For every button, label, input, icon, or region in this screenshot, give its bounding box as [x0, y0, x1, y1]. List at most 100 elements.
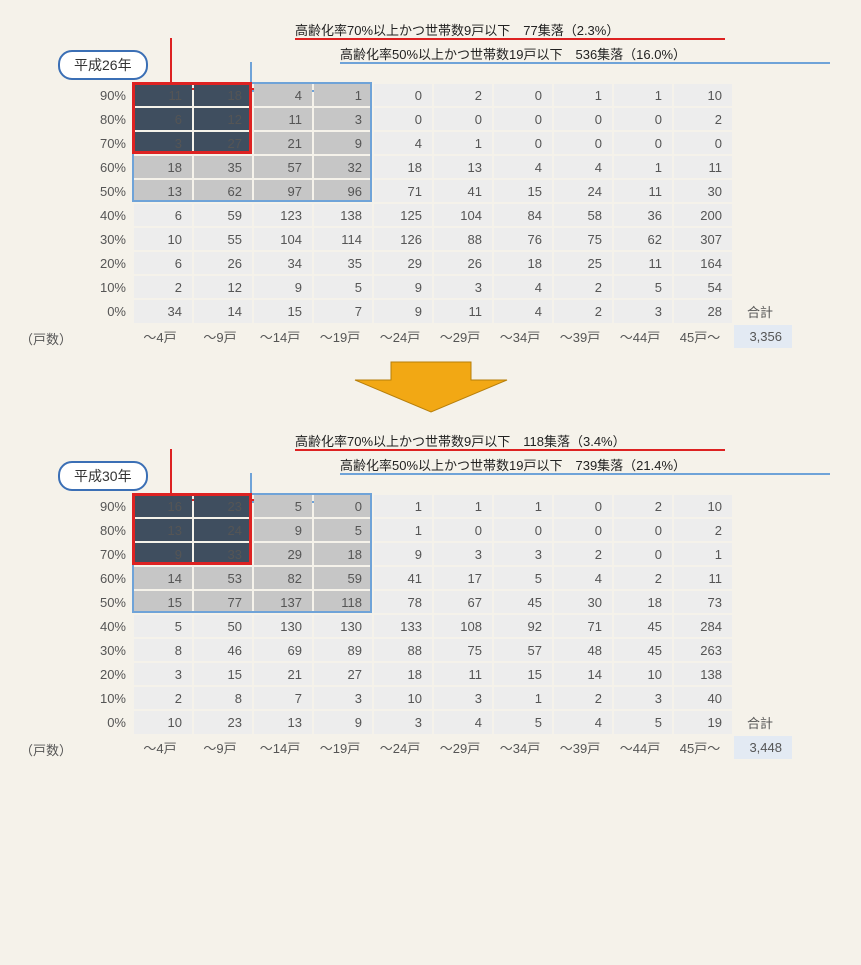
col-label: ～39戸: [554, 736, 612, 759]
row-label: 0%: [82, 300, 132, 323]
cell: 9: [374, 543, 432, 565]
cell: 11: [434, 663, 492, 685]
cell: 6: [134, 108, 192, 130]
col-label: ～9戸: [194, 736, 252, 759]
cell: 14: [134, 567, 192, 589]
cell: 24: [554, 180, 612, 202]
cell: 5: [494, 711, 552, 734]
cell: 10: [134, 711, 192, 734]
cell: 82: [254, 567, 312, 589]
annot-blue-text: 高齢化率50%以上かつ世帯数19戸以下 536集落（16.0%）: [340, 44, 686, 63]
col-label: ～24戸: [374, 325, 432, 348]
cell: 3: [434, 543, 492, 565]
cell: 18: [134, 156, 192, 178]
cell: 1: [314, 84, 372, 106]
col-label: ～44戸: [614, 736, 672, 759]
cell: 18: [374, 663, 432, 685]
cell: 104: [434, 204, 492, 226]
cell: 9: [374, 276, 432, 298]
cell: 11: [674, 156, 732, 178]
heatmap-table: 90%162350111021080%13249510000270%933291…: [80, 493, 794, 761]
spacer: [734, 495, 792, 517]
cell: 45: [494, 591, 552, 613]
cell: 40: [674, 687, 732, 709]
spacer: [734, 156, 792, 178]
cell: 9: [254, 276, 312, 298]
cell: 9: [314, 711, 372, 734]
cell: 78: [374, 591, 432, 613]
cell: 1: [494, 687, 552, 709]
cell: 3: [134, 663, 192, 685]
cell: 29: [254, 543, 312, 565]
cell: 1: [434, 495, 492, 517]
cell: 27: [314, 663, 372, 685]
cell: 69: [254, 639, 312, 661]
heatmap-table: 90%111841020111080%61211300000270%327219…: [80, 82, 794, 350]
cell: 75: [554, 228, 612, 250]
spacer: [734, 615, 792, 637]
cell: 10: [674, 84, 732, 106]
cell: 0: [614, 108, 672, 130]
cell: 62: [194, 180, 252, 202]
cell: 35: [314, 252, 372, 274]
cell: 130: [254, 615, 312, 637]
cell: 34: [254, 252, 312, 274]
col-label: ～29戸: [434, 325, 492, 348]
cell: 15: [134, 591, 192, 613]
cell: 62: [614, 228, 672, 250]
cell: 18: [614, 591, 672, 613]
cell: 2: [614, 567, 672, 589]
cell: 75: [434, 639, 492, 661]
cell: 15: [494, 663, 552, 685]
cell: 76: [494, 228, 552, 250]
cell: 133: [374, 615, 432, 637]
cell: 53: [194, 567, 252, 589]
panel-h30: 高齢化率70%以上かつ世帯数9戸以下 118集落（3.4%） 高齢化率50%以上…: [20, 431, 841, 761]
spacer: [82, 325, 132, 348]
cell: 26: [194, 252, 252, 274]
col-label: ～29戸: [434, 736, 492, 759]
cell: 9: [134, 543, 192, 565]
cell: 9: [254, 519, 312, 541]
spacer: [734, 519, 792, 541]
annotation-row: 高齢化率70%以上かつ世帯数9戸以下 118集落（3.4%） 高齢化率50%以上…: [140, 431, 841, 489]
cell: 33: [194, 543, 252, 565]
col-label: ～19戸: [314, 325, 372, 348]
annot-blue-underline: [340, 62, 830, 64]
cell: 114: [314, 228, 372, 250]
cell: 6: [134, 252, 192, 274]
col-label: 45戸～: [674, 325, 732, 348]
annot-red-text: 高齢化率70%以上かつ世帯数9戸以下 77集落（2.3%）: [295, 20, 619, 39]
row-label: 90%: [82, 84, 132, 106]
row-label: 90%: [82, 495, 132, 517]
total-value: 3,356: [734, 325, 792, 348]
cell: 10: [374, 687, 432, 709]
cell: 9: [314, 132, 372, 154]
cell: 17: [434, 567, 492, 589]
cell: 3: [494, 543, 552, 565]
spacer: [734, 108, 792, 130]
cell: 5: [614, 276, 672, 298]
cell: 18: [374, 156, 432, 178]
transition-arrow: [20, 358, 841, 417]
axis-label: （戸数）: [20, 329, 72, 348]
spacer: [734, 204, 792, 226]
row-label: 0%: [82, 711, 132, 734]
cell: 3: [134, 132, 192, 154]
cell: 54: [674, 276, 732, 298]
cell: 5: [254, 495, 312, 517]
cell: 4: [494, 156, 552, 178]
cell: 2: [614, 495, 672, 517]
cell: 108: [434, 615, 492, 637]
cell: 4: [494, 276, 552, 298]
cell: 15: [194, 663, 252, 685]
cell: 12: [194, 108, 252, 130]
cell: 25: [554, 252, 612, 274]
row-label: 10%: [82, 276, 132, 298]
cell: 10: [134, 228, 192, 250]
panel-h26: 高齢化率70%以上かつ世帯数9戸以下 77集落（2.3%） 高齢化率50%以上か…: [20, 20, 841, 350]
col-label: ～44戸: [614, 325, 672, 348]
col-label: ～14戸: [254, 325, 312, 348]
cell: 35: [194, 156, 252, 178]
spacer: [734, 591, 792, 613]
